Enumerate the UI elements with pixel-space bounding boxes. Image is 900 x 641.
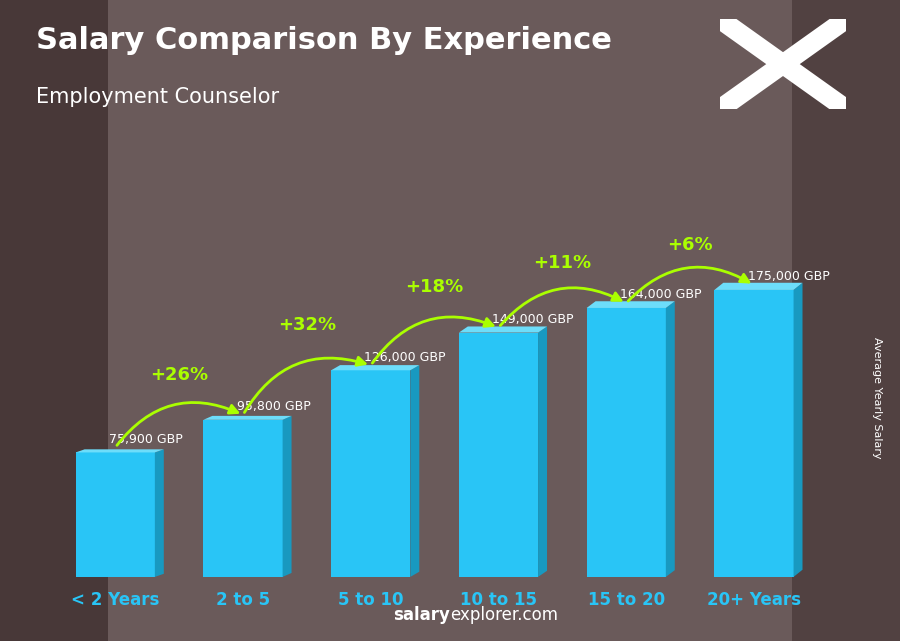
Text: 95,800 GBP: 95,800 GBP	[237, 400, 310, 413]
Polygon shape	[410, 365, 419, 577]
Polygon shape	[794, 283, 803, 577]
Text: salary: salary	[393, 606, 450, 624]
Polygon shape	[331, 365, 419, 370]
Polygon shape	[587, 308, 666, 577]
Text: 175,000 GBP: 175,000 GBP	[748, 271, 829, 283]
Polygon shape	[715, 283, 803, 290]
Polygon shape	[587, 301, 675, 308]
Polygon shape	[76, 453, 155, 577]
Polygon shape	[283, 416, 292, 577]
Polygon shape	[76, 449, 164, 453]
Polygon shape	[331, 370, 410, 577]
Text: Salary Comparison By Experience: Salary Comparison By Experience	[36, 26, 612, 54]
Polygon shape	[155, 449, 164, 577]
Polygon shape	[538, 326, 547, 577]
Polygon shape	[203, 420, 283, 577]
Polygon shape	[715, 290, 794, 577]
Text: Employment Counselor: Employment Counselor	[36, 87, 279, 106]
Text: +32%: +32%	[278, 316, 336, 334]
Polygon shape	[666, 301, 675, 577]
Text: +11%: +11%	[534, 254, 591, 272]
Polygon shape	[459, 333, 538, 577]
Polygon shape	[459, 326, 547, 333]
Text: 126,000 GBP: 126,000 GBP	[364, 351, 446, 363]
Text: +26%: +26%	[150, 366, 208, 384]
Text: +6%: +6%	[667, 236, 713, 254]
Text: +18%: +18%	[406, 278, 464, 297]
Text: 164,000 GBP: 164,000 GBP	[620, 288, 701, 301]
Text: 75,900 GBP: 75,900 GBP	[109, 433, 183, 446]
Text: explorer.com: explorer.com	[450, 606, 558, 624]
Text: 149,000 GBP: 149,000 GBP	[492, 313, 573, 326]
Text: Average Yearly Salary: Average Yearly Salary	[872, 337, 883, 458]
Polygon shape	[203, 416, 292, 420]
